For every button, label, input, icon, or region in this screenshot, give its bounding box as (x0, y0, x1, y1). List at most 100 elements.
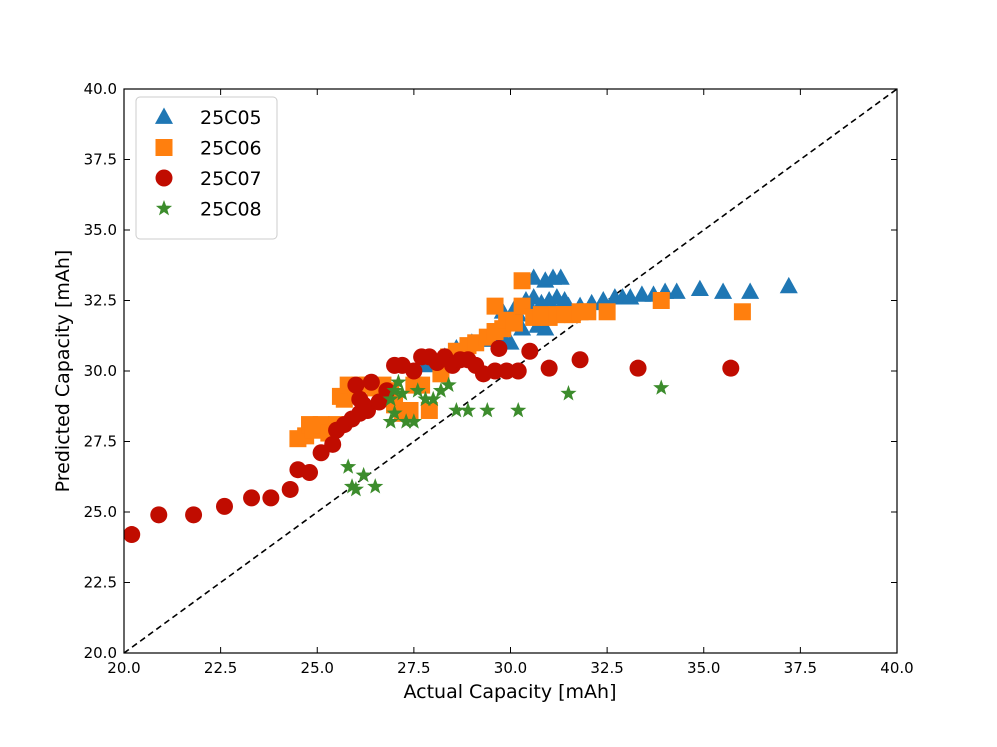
x-tick-label: 27.5 (397, 659, 430, 677)
data-point-star (398, 413, 415, 429)
legend: 25C05 25C06 25C07 25C08 (135, 96, 278, 240)
data-point-circle (215, 497, 233, 515)
data-point-circle (262, 489, 280, 507)
data-point-star (560, 385, 577, 401)
x-tick-label: 22.5 (204, 659, 237, 677)
data-point-star (340, 458, 357, 474)
data-point-square (733, 303, 751, 321)
data-point-circle (509, 362, 527, 380)
data-point-star (367, 478, 384, 494)
data-point-triangle (632, 285, 651, 302)
y-axis-ticks: 20.0 22.5 25.0 27.5 30.0 32.5 35.0 37.5 40.0 (84, 80, 897, 662)
data-point-star (386, 382, 403, 398)
data-point-star (382, 413, 399, 429)
data-point-square (505, 314, 523, 332)
x-axis-label: Actual Capacity [mAh] (403, 681, 616, 703)
legend-label: 25C07 (200, 168, 262, 190)
data-point-star (355, 466, 372, 483)
data-point-triangle (536, 319, 555, 336)
data-point-star (394, 385, 411, 401)
data-point-star (479, 401, 496, 418)
y-axis-label: Predicted Capacity [mAh] (52, 250, 74, 493)
legend-marker-triangle (154, 107, 174, 124)
legend-marker-star (155, 200, 173, 216)
data-point-circle (362, 373, 380, 391)
data-point-square (420, 401, 438, 419)
legend-item-25c08: 25C08 (155, 199, 262, 221)
data-point-square (652, 292, 670, 309)
data-point-triangle (667, 282, 686, 299)
data-point-triangle (714, 282, 733, 299)
y-tick-label: 25.0 (84, 503, 117, 521)
x-tick-label: 40.0 (880, 659, 913, 677)
data-point-square (579, 303, 597, 321)
x-tick-label: 30.0 (494, 659, 527, 677)
legend-box (135, 96, 278, 240)
data-point-star (386, 404, 403, 421)
legend-item-25c05: 25C05 (154, 107, 262, 129)
data-point-star (510, 401, 527, 418)
data-point-star (390, 373, 407, 390)
y-tick-label: 35.0 (84, 221, 117, 239)
y-tick-label: 40.0 (84, 80, 117, 98)
series-25c07 (124, 339, 740, 544)
data-point-star (409, 382, 426, 398)
data-point-square (486, 297, 504, 315)
data-point-circle (490, 339, 508, 357)
y-tick-label: 30.0 (84, 362, 117, 380)
data-point-square (513, 272, 531, 290)
y-tick-label: 22.5 (84, 574, 117, 592)
data-point-circle (521, 342, 539, 360)
x-tick-label: 37.5 (784, 659, 817, 677)
legend-marker-circle (155, 169, 173, 187)
y-tick-label: 27.5 (84, 433, 117, 451)
legend-item-25c06: 25C06 (155, 138, 262, 160)
data-point-star (440, 376, 457, 392)
data-point-circle (722, 359, 740, 377)
legend-marker-square (155, 139, 173, 156)
data-point-circle (540, 359, 558, 377)
data-point-circle (301, 464, 319, 482)
y-tick-label: 20.0 (84, 644, 117, 662)
y-tick-label: 37.5 (84, 151, 117, 169)
data-point-star (347, 480, 364, 497)
data-point-square (401, 401, 419, 419)
data-point-circle (405, 362, 423, 380)
x-tick-label: 35.0 (687, 659, 720, 677)
data-point-circle (629, 359, 647, 377)
data-point-square (598, 303, 616, 321)
data-point-circle (571, 351, 589, 369)
data-points (124, 268, 798, 544)
data-point-triangle (741, 282, 760, 299)
data-point-star (417, 390, 434, 407)
legend-label: 25C06 (200, 138, 262, 160)
data-point-triangle (779, 276, 798, 294)
data-point-circle (347, 376, 365, 394)
data-point-circle (150, 506, 168, 524)
data-point-star (432, 382, 450, 398)
data-point-star (405, 413, 422, 429)
data-point-circle (124, 526, 141, 544)
x-axis-ticks: 20.0 22.5 25.0 27.5 30.0 32.5 35.0 37.5 40.0 (107, 89, 914, 677)
data-point-star (343, 478, 361, 494)
data-point-circle (185, 506, 203, 524)
x-tick-label: 20.0 (107, 659, 140, 677)
legend-label: 25C05 (200, 107, 262, 129)
data-point-star (448, 401, 465, 418)
legend-item-25c07: 25C07 (155, 168, 262, 190)
x-tick-label: 25.0 (301, 659, 334, 677)
data-point-star (425, 390, 442, 407)
data-point-circle (243, 489, 261, 507)
data-point-circle (355, 396, 373, 414)
data-point-triangle (551, 268, 570, 285)
data-point-star (653, 379, 670, 395)
data-point-star (382, 390, 399, 407)
series-25c08 (340, 373, 670, 497)
data-point-star (459, 401, 477, 418)
data-point-circle (281, 480, 299, 498)
data-point-circle (324, 435, 342, 453)
x-tick-label: 32.5 (590, 659, 623, 677)
data-point-triangle (690, 279, 709, 297)
legend-label: 25C08 (200, 199, 262, 221)
